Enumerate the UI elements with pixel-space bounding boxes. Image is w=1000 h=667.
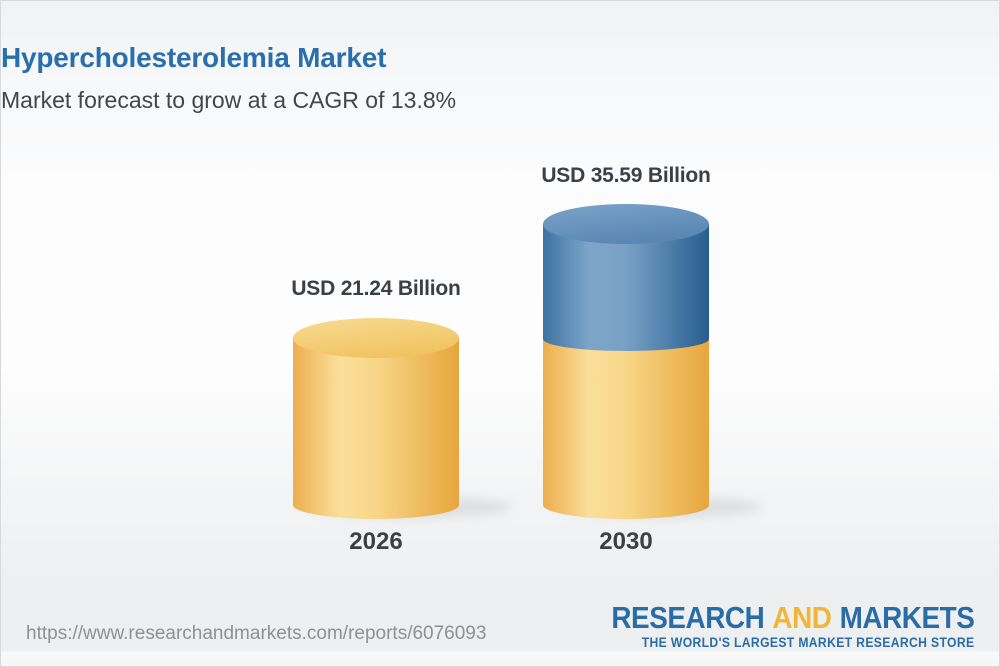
report-url: https://www.researchandmarkets.com/repor…	[26, 623, 487, 644]
bar-2030-top-face	[543, 204, 709, 244]
bar-cylinder-2026	[293, 318, 512, 519]
logo-wordmark: RESEARCH AND MARKETS	[610, 600, 975, 635]
value-label-2030: USD 35.59 Billion	[541, 164, 711, 187]
bar-2030-growth-segment	[543, 204, 709, 351]
logo-tagline: THE WORLD'S LARGEST MARKET RESEARCH STOR…	[641, 635, 974, 650]
value-label-2026: USD 21.24 Billion	[291, 277, 461, 300]
bar-2026-top-face	[293, 318, 459, 358]
axis-label-2030: 2030	[599, 528, 653, 555]
axis-label-2026: 2026	[349, 528, 403, 555]
research-and-markets-logo: RESEARCH AND MARKETS THE WORLD'S LARGEST M…	[610, 600, 975, 650]
chart-title: Hypercholesterolemia Market	[1, 42, 387, 73]
logo-word-markets: MARKETS	[839, 600, 974, 635]
bar-cylinder-2030	[543, 204, 762, 519]
logo-word-research: RESEARCH	[610, 600, 764, 635]
bar-2030-base-segment	[543, 339, 709, 519]
logo-word-and: AND	[771, 600, 832, 635]
chart-subtitle: Market forecast to grow at a CAGR of 13.…	[1, 87, 457, 113]
